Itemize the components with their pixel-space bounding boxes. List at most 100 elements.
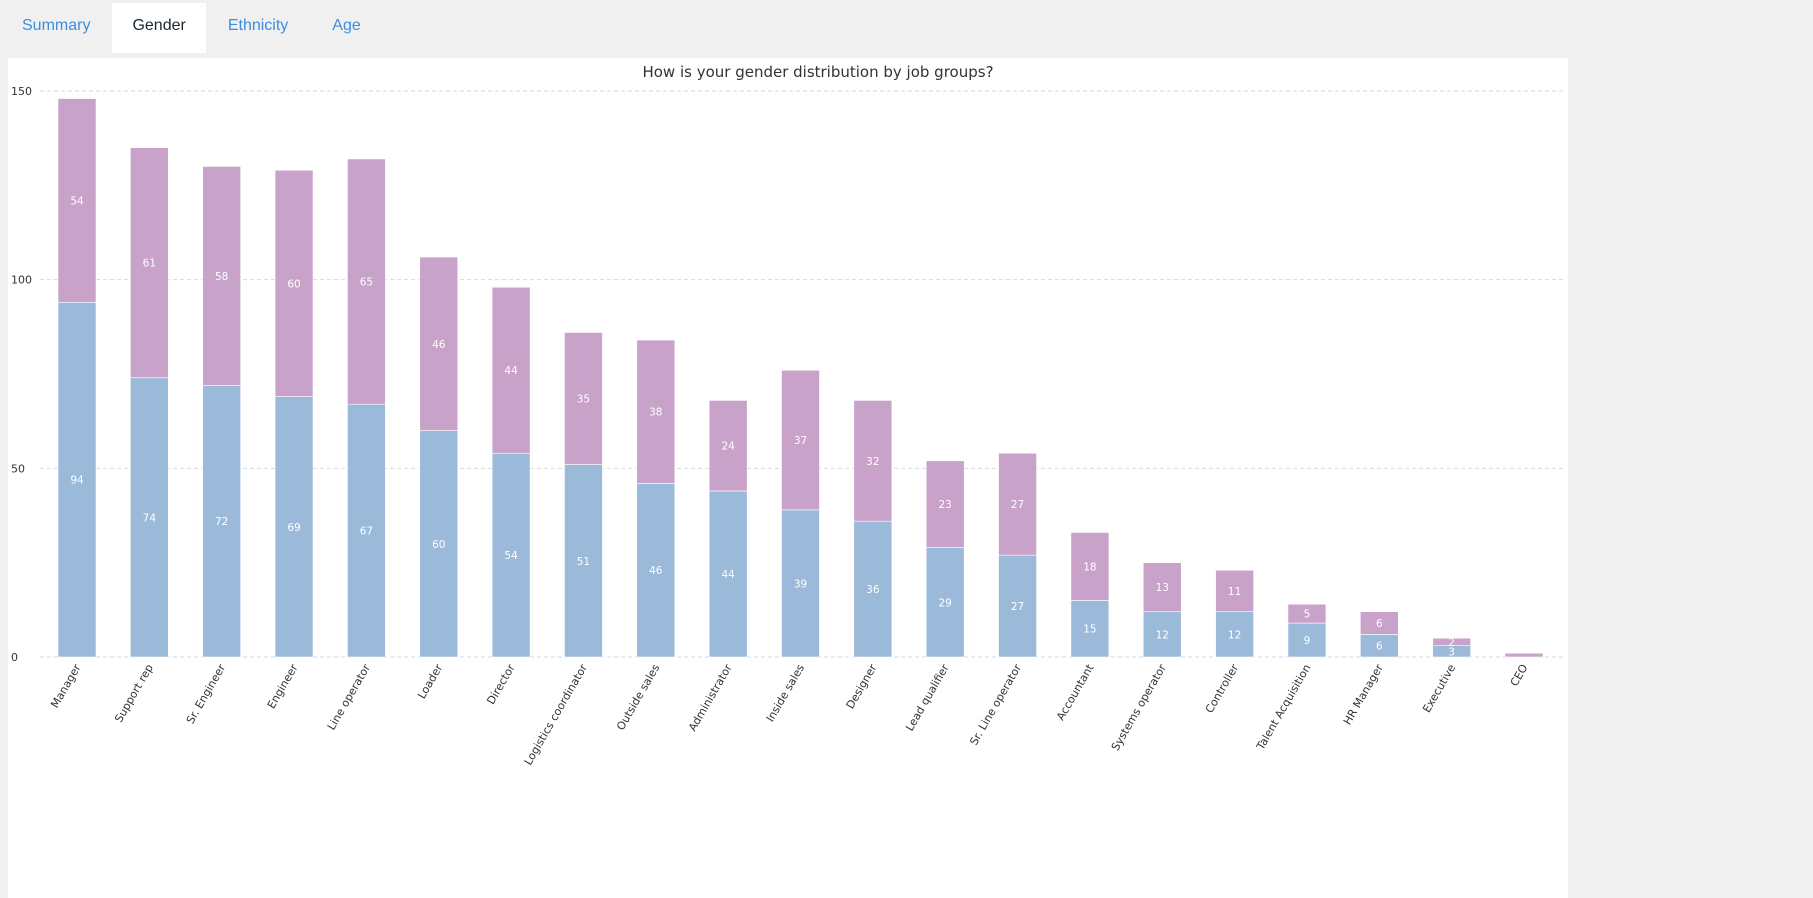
y-tick-label: 50 [11,462,25,475]
bar-segment [781,509,820,658]
bar-segment [998,452,1037,556]
bar-segment [130,147,169,379]
x-tick-label: Sr. Engineer [184,662,229,726]
bar-segment [1070,532,1110,601]
x-tick-label: Accountant [1054,661,1097,722]
data-label: 5 [1304,609,1311,621]
bar-segment [636,339,676,484]
x-tick-label: Lead qualifier [903,662,952,734]
x-tick-label: Administrator [686,662,735,734]
bar-segment [491,286,531,454]
data-label: 60 [287,278,300,290]
data-label: 27 [1011,601,1024,613]
data-label: 24 [721,441,735,453]
data-label: 13 [1156,582,1169,594]
data-label: 51 [577,556,590,568]
bar-segment [419,430,459,658]
data-label: 37 [794,435,807,447]
data-label: 46 [649,565,663,577]
bar-segment [925,460,965,548]
bar-segment [1142,611,1182,658]
y-tick-label: 150 [11,85,32,98]
bar-segment [564,464,603,658]
data-label: 65 [360,277,373,289]
data-label: 23 [939,499,952,511]
x-tick-label: HR Manager [1341,662,1386,727]
x-tick-label: Line operator [325,662,373,733]
bar-segment [419,256,459,431]
data-label: 18 [1083,561,1096,573]
data-label: 29 [939,597,952,609]
x-tick-label: Controller [1203,662,1242,716]
data-label: 38 [649,407,662,419]
x-tick-label: Executive [1420,662,1458,715]
x-tick-label: Logistics coordinator [522,662,591,768]
x-tick-label: Systems operator [1109,662,1169,753]
data-label: 32 [866,456,879,468]
data-label: 36 [866,584,880,596]
data-label: 54 [504,550,518,562]
data-label: 6 [1376,641,1383,653]
bar-segment [347,158,386,405]
bar-segment [925,547,965,658]
data-label: 74 [143,512,157,524]
data-label: 69 [287,522,300,534]
bar-segment [1215,611,1254,658]
data-label: 67 [360,526,373,538]
y-tick-label: 100 [11,274,32,287]
x-tick-label: Engineer [265,662,301,711]
data-label: 44 [504,365,518,377]
data-label: 15 [1083,624,1096,636]
data-label: 9 [1304,635,1311,647]
x-tick-label: Designer [844,662,880,712]
bar-segment [1142,562,1182,613]
data-label: 2 [1448,637,1455,649]
bar-segment [1360,611,1399,635]
bar-segment [130,377,169,658]
stacked-bar-chart: How is your gender distribution by job g… [11,63,1566,768]
x-tick-label: Manager [48,662,84,711]
x-tick-label: Sr. Line operator [967,662,1024,748]
x-tick-label: CEO [1508,662,1531,689]
bar-segment [564,332,603,465]
x-tick-label: Outside sales [614,662,662,733]
data-label: 6 [1376,618,1383,630]
bar-segment [781,369,820,511]
data-label: 3 [1448,646,1455,658]
bar-segment [1432,637,1471,646]
data-label: 60 [432,539,445,551]
data-label: 72 [215,516,228,528]
x-tick-label: Director [484,662,518,707]
data-label: 11 [1228,586,1241,598]
tab-summary[interactable]: Summary [22,17,91,34]
data-label: 35 [577,394,590,406]
bar-segment [708,490,748,658]
tab-gender[interactable]: Gender [112,3,206,53]
bar-segment [708,400,748,492]
data-label: 94 [70,475,84,487]
data-label: 61 [143,258,156,270]
data-label: 12 [1228,629,1241,641]
tab-ethnicity[interactable]: Ethnicity [227,17,289,34]
bar-segment [57,302,97,658]
bar-segment [202,385,241,658]
x-tick-label: Talent Acquisition [1254,662,1314,753]
bar-segment [274,396,314,658]
data-label: 44 [721,569,735,581]
bar-segment [274,169,314,397]
data-label: 12 [1156,629,1169,641]
bar-segment [347,403,386,658]
tab-age[interactable]: Age [332,17,361,34]
x-tick-label: Support rep [112,662,156,725]
bar-segment [1287,622,1327,658]
chart-panel: How is your gender distribution by job g… [8,58,1568,898]
x-tick-label: Loader [415,662,445,702]
bar-segment [202,166,241,386]
bar-segment [491,452,531,658]
chart-title: How is your gender distribution by job g… [642,63,993,81]
y-tick-label: 0 [11,651,18,664]
bar-segment [1215,569,1254,613]
bar-segment [636,483,676,658]
bar-segment [1287,603,1327,624]
x-tick-label: Inside sales [764,662,808,724]
